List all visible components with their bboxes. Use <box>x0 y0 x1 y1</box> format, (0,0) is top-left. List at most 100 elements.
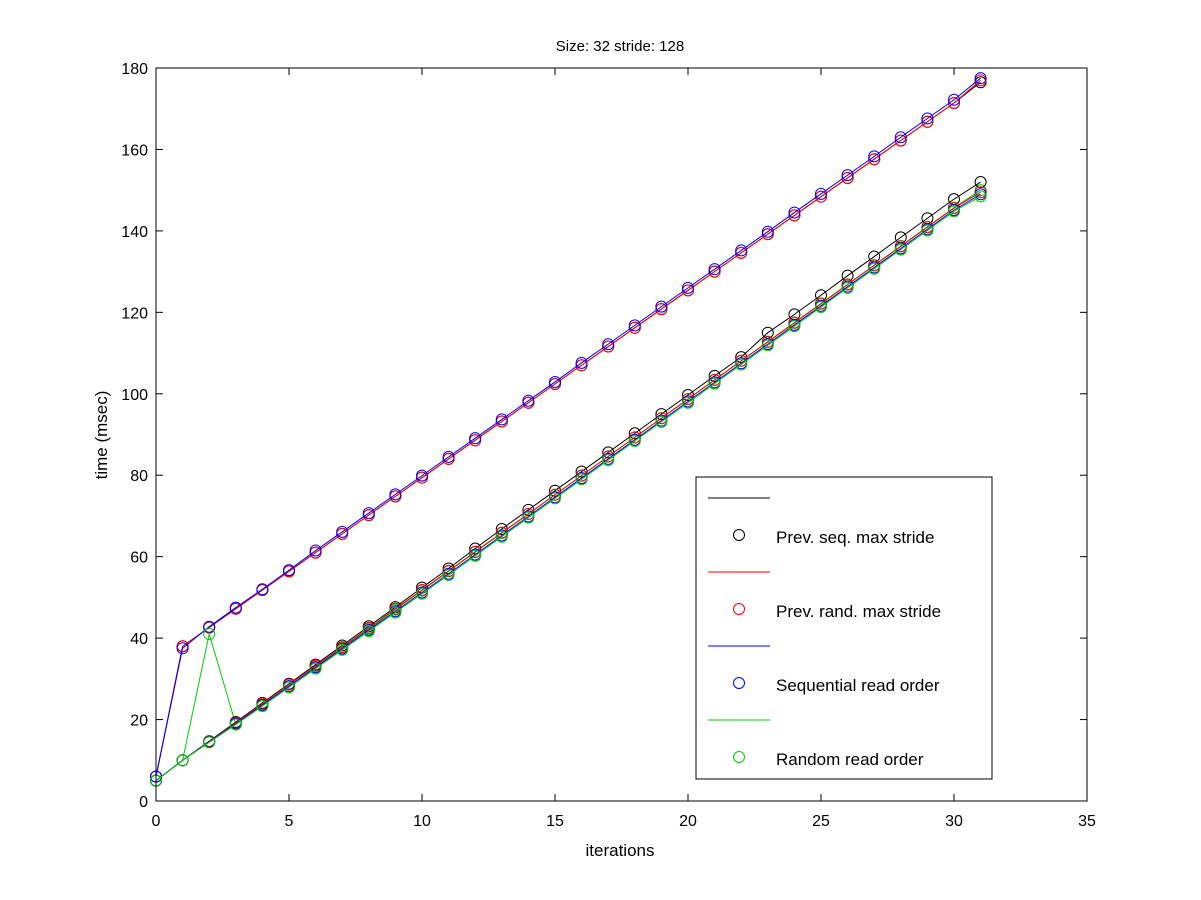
data-point <box>469 432 482 445</box>
y-tick-label: 180 <box>121 61 148 78</box>
y-tick-label: 20 <box>130 713 148 730</box>
data-point <box>655 300 668 313</box>
legend-label: Prev. seq. max stride <box>776 528 934 547</box>
y-tick-label: 160 <box>121 142 148 159</box>
plot-series <box>150 72 987 787</box>
data-point <box>256 700 269 713</box>
series-2 <box>150 72 987 783</box>
y-axis: 0 20 40 60 80 100 120 140 160 180 <box>121 61 1087 811</box>
data-point <box>815 187 827 200</box>
data-point <box>469 549 482 562</box>
x-tick-label: 30 <box>945 813 963 830</box>
data-point <box>974 72 987 85</box>
data-point <box>336 643 349 656</box>
y-tick-label: 0 <box>139 794 148 811</box>
data-point <box>761 225 774 238</box>
data-point <box>283 681 295 694</box>
data-point <box>974 190 987 203</box>
y-axis-label: time (msec) <box>92 391 111 480</box>
data-point <box>921 115 934 128</box>
plot-frame <box>155 67 1088 802</box>
data-point <box>815 190 827 203</box>
data-point <box>655 303 668 316</box>
data-point <box>841 171 854 184</box>
data-point <box>788 206 801 219</box>
legend-marker-swatch <box>733 529 745 541</box>
legend-marker-swatch <box>733 603 745 615</box>
legend-marker-swatch <box>733 751 745 763</box>
data-point <box>735 244 748 257</box>
data-point <box>974 176 987 189</box>
data-point <box>602 340 615 353</box>
data-point <box>921 112 934 125</box>
data-point <box>655 415 668 428</box>
legend-marker-swatch <box>733 677 745 689</box>
data-point <box>735 358 748 371</box>
data-point <box>628 319 641 332</box>
data-point <box>416 469 428 482</box>
data-point <box>362 507 375 520</box>
data-point <box>203 736 216 749</box>
data-point <box>575 473 588 486</box>
data-point <box>815 301 827 314</box>
data-point <box>628 321 641 334</box>
data-point <box>203 628 216 641</box>
data-point <box>283 564 295 577</box>
x-tick-label: 35 <box>1078 813 1096 830</box>
x-tick-label: 15 <box>546 813 564 830</box>
data-point <box>495 413 508 426</box>
x-tick-label: 0 <box>152 813 161 830</box>
data-point <box>948 205 960 218</box>
data-point <box>203 620 216 633</box>
data-point <box>442 450 455 463</box>
data-point <box>389 488 402 501</box>
data-point <box>389 606 402 619</box>
data-point <box>868 150 881 163</box>
data-point <box>229 718 242 731</box>
x-axis-label: iterations <box>586 841 655 860</box>
data-point <box>229 601 242 614</box>
legend-box <box>695 476 993 780</box>
data-point <box>549 492 561 505</box>
data-point <box>761 339 774 352</box>
data-point <box>868 153 881 166</box>
data-point <box>602 454 615 467</box>
legend-label: Random read order <box>776 750 924 769</box>
data-point <box>841 169 854 182</box>
data-point <box>682 396 694 409</box>
data-point <box>948 97 960 110</box>
data-point <box>522 394 535 407</box>
data-point <box>948 93 960 106</box>
data-point <box>788 209 801 222</box>
data-point <box>575 356 588 369</box>
data-point <box>894 134 907 147</box>
data-point <box>362 625 375 638</box>
data-point <box>682 284 694 297</box>
data-point <box>708 263 721 276</box>
data-point <box>442 568 455 581</box>
y-tick-label: 80 <box>130 468 148 485</box>
y-tick-label: 100 <box>121 387 148 404</box>
legend: Prev. seq. max stride Prev. rand. max str… <box>695 476 993 780</box>
data-point <box>708 265 721 278</box>
data-point <box>309 544 322 557</box>
data-point <box>176 642 189 655</box>
data-point <box>628 435 641 448</box>
data-point <box>416 587 428 600</box>
x-tick-label: 10 <box>413 813 431 830</box>
data-point <box>682 281 694 294</box>
data-point <box>761 228 774 241</box>
x-tick-label: 5 <box>285 813 294 830</box>
data-point <box>549 375 561 388</box>
data-point <box>788 320 801 333</box>
legend-label: Sequential read order <box>776 676 940 695</box>
x-tick-label: 20 <box>679 813 697 830</box>
data-point <box>868 262 881 275</box>
data-point <box>176 754 189 767</box>
data-point <box>522 511 535 524</box>
data-point <box>309 662 322 675</box>
y-tick-label: 60 <box>130 550 148 567</box>
y-tick-label: 40 <box>130 631 148 648</box>
